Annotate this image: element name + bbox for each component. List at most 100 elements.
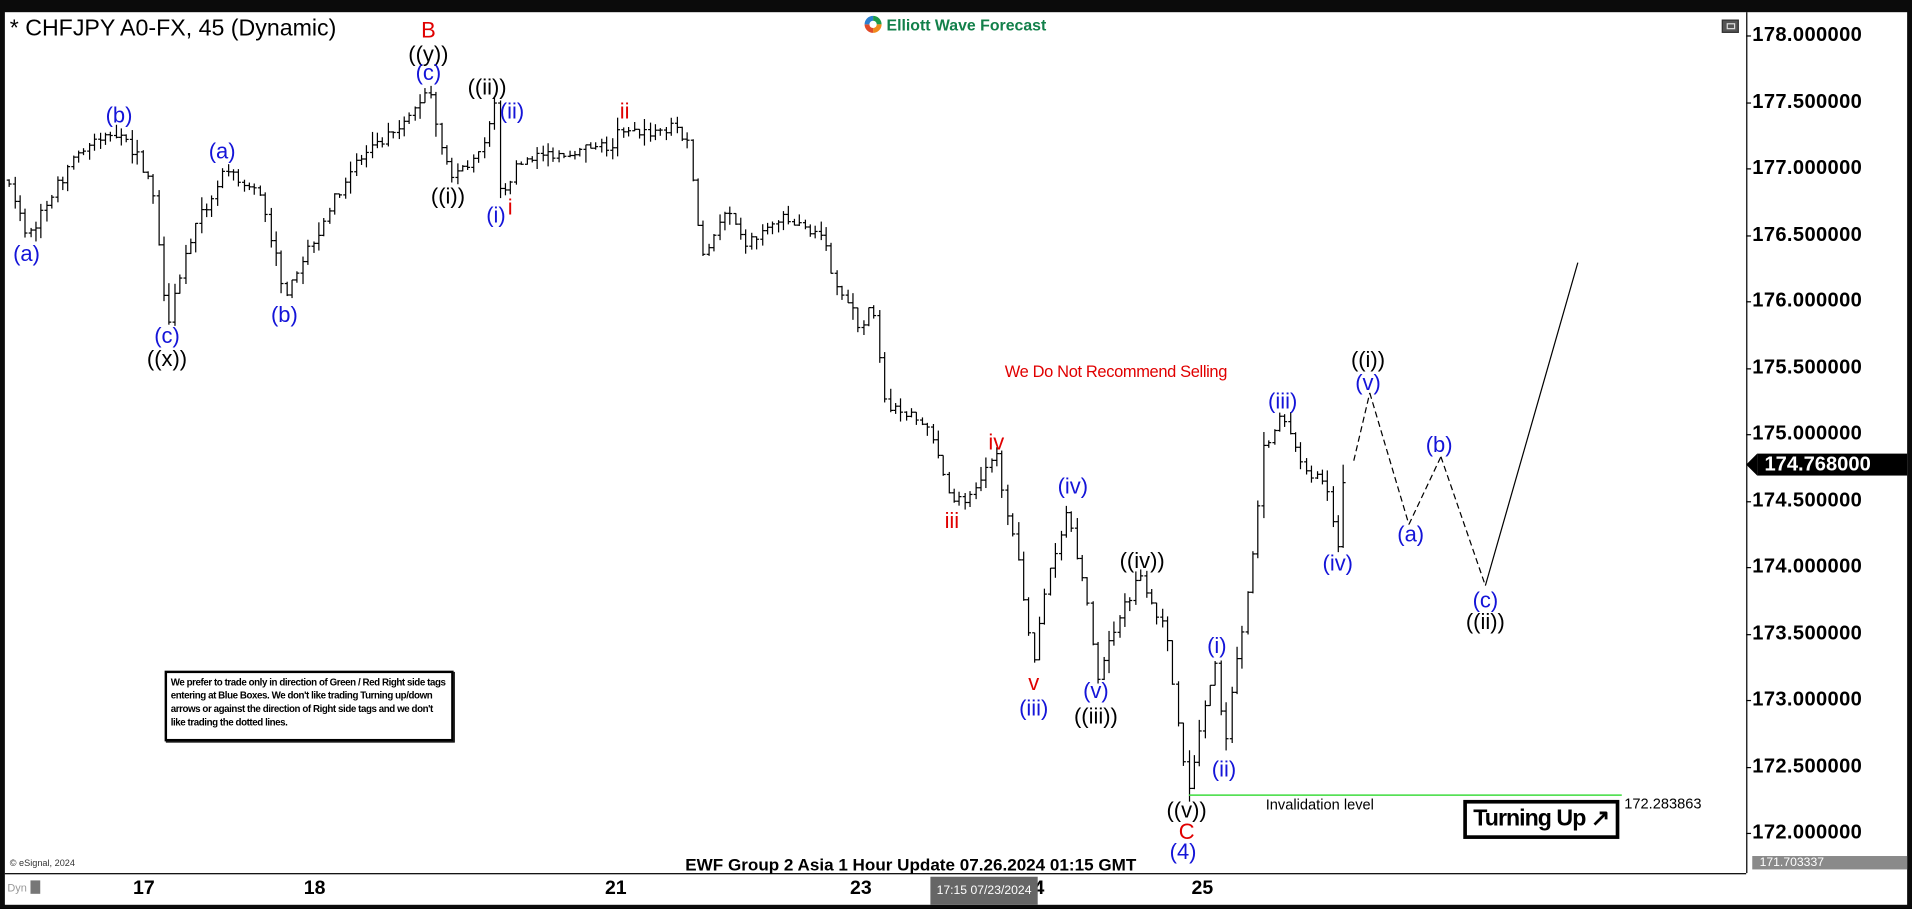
price-bar — [1127, 597, 1133, 612]
price-bar — [1133, 571, 1139, 605]
price-bar — [1272, 429, 1278, 445]
price-bar — [855, 307, 861, 333]
price-bar — [940, 454, 946, 476]
wave-label: (iii) — [1268, 388, 1297, 413]
price-bar — [931, 424, 936, 444]
dynamic-toggle[interactable]: Dyn — [7, 880, 41, 894]
date-tick-label: 25 — [1191, 877, 1214, 899]
price-bars — [6, 85, 1346, 802]
price-bar — [529, 156, 535, 163]
price-bar — [428, 85, 434, 99]
price-bar — [621, 127, 627, 138]
price-bar — [1016, 522, 1022, 561]
price-bar — [1154, 602, 1160, 625]
date-tick-label: 18 — [303, 877, 326, 899]
price-bar — [92, 133, 97, 151]
price-bar — [1037, 616, 1042, 661]
price-bar — [294, 271, 300, 283]
restore-window-icon[interactable] — [1721, 19, 1739, 33]
price-bar — [1170, 639, 1175, 685]
price-bar — [556, 150, 562, 163]
price-bar — [220, 168, 225, 189]
price-bar — [632, 122, 638, 132]
price-bar — [913, 411, 919, 425]
wave-label: B — [421, 18, 436, 43]
price-bar — [781, 211, 786, 231]
price-bar — [893, 403, 899, 414]
wave-label: (iv) — [1058, 473, 1088, 498]
price-tick — [1746, 766, 1752, 768]
price-bar — [145, 171, 151, 180]
price-bar — [989, 458, 995, 473]
price-bar — [209, 195, 215, 217]
price-bar — [359, 154, 364, 165]
price-bar — [246, 182, 252, 191]
price-bar — [706, 243, 712, 256]
price-bar — [920, 417, 925, 426]
price-bar — [828, 242, 834, 274]
price-bar — [1207, 684, 1213, 707]
price-tick — [1746, 633, 1752, 635]
price-bar — [1144, 570, 1150, 598]
price-bar — [1111, 621, 1117, 646]
price-bar — [577, 147, 583, 157]
wave-label: (c) — [416, 60, 442, 85]
price-bar — [1138, 569, 1144, 582]
price-bar — [690, 139, 696, 182]
wave-label: (b) — [106, 103, 133, 128]
price-bar — [401, 116, 407, 137]
price-tick-label: 176.500000 — [1752, 223, 1863, 246]
price-bar — [311, 241, 317, 253]
projection-segment — [1440, 456, 1486, 586]
arrow-up-right-icon: ↗ — [1590, 806, 1610, 832]
turning-up-box: Turning Up ↗ — [1463, 799, 1620, 839]
price-bar — [1160, 608, 1166, 628]
price-tick-label: 178.000000 — [1752, 23, 1863, 46]
price-bar — [44, 200, 50, 222]
price-tick-label: 177.000000 — [1752, 156, 1863, 179]
wave-label: (b) — [1426, 432, 1453, 457]
date-tick-label: 17 — [133, 877, 155, 899]
price-bar — [524, 157, 530, 165]
price-bar — [1335, 515, 1341, 553]
price-bar — [1309, 465, 1314, 483]
price-bar — [727, 206, 733, 225]
price-bar — [348, 161, 354, 194]
chart-background — [4, 12, 1908, 905]
price-bar — [1202, 700, 1208, 739]
wave-label: (4) — [1170, 839, 1197, 864]
price-bar — [1293, 432, 1299, 452]
wave-label: iv — [988, 430, 1004, 455]
price-bar — [802, 219, 808, 230]
price-tick-label: 172.500000 — [1752, 754, 1863, 777]
price-bar — [1165, 616, 1171, 652]
price-bar — [1149, 588, 1155, 605]
price-tick — [1746, 101, 1752, 104]
price-bar — [909, 408, 914, 418]
wave-label: (v) — [1083, 678, 1109, 703]
price-bar — [1101, 656, 1107, 681]
price-bar — [785, 205, 791, 225]
price-bar — [567, 150, 573, 158]
price-bar — [1261, 432, 1267, 519]
price-bar — [76, 150, 82, 163]
price-bar — [904, 411, 910, 421]
price-bar — [257, 185, 263, 196]
price-bar — [668, 117, 674, 136]
price-bar — [1191, 755, 1197, 790]
price-bar — [978, 466, 984, 492]
wave-label: ((i)) — [431, 184, 465, 209]
price-bar — [305, 239, 311, 265]
price-bar — [123, 134, 129, 143]
price-bar — [1223, 702, 1229, 751]
price-bar — [1084, 577, 1090, 606]
price-bar — [796, 214, 802, 226]
price-bar — [626, 126, 632, 137]
price-bar — [648, 122, 653, 142]
price-bar — [107, 131, 113, 142]
price-tick — [1746, 301, 1752, 303]
price-bar — [188, 238, 194, 255]
price-bar — [1282, 414, 1288, 427]
price-bar — [1340, 464, 1346, 548]
